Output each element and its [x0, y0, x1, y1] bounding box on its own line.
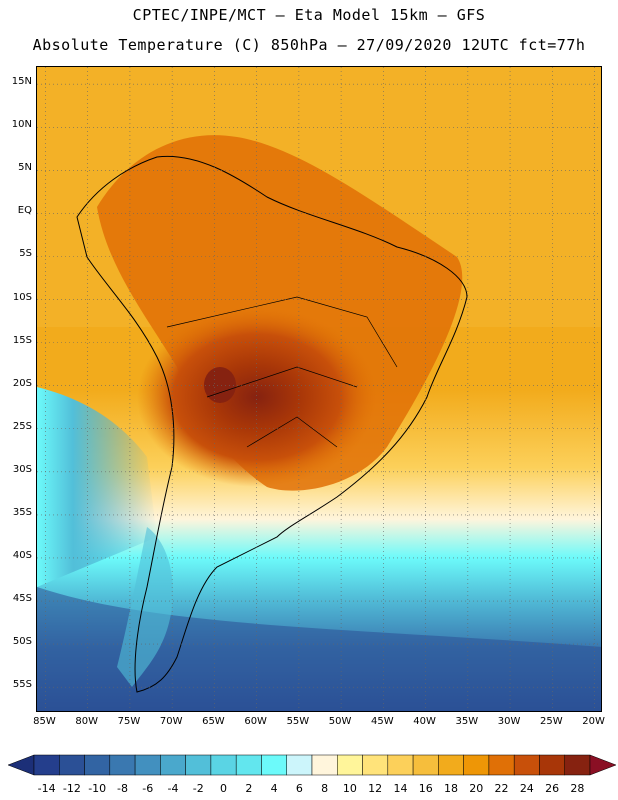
lat-label: 20S	[12, 377, 32, 389]
colorbar-swatch	[185, 754, 212, 776]
colorbar-swatch	[210, 754, 237, 776]
colorbar-label: -8	[116, 782, 128, 795]
colorbar-label: 8	[321, 782, 329, 795]
lat-label: EQ	[17, 205, 32, 217]
heat-maximum	[204, 367, 236, 403]
colorbar-label: 4	[270, 782, 278, 795]
colorbar-label: 2	[245, 782, 253, 795]
colorbar-label: -6	[142, 782, 154, 795]
lon-label: 80W	[75, 716, 98, 727]
colorbar-label: 28	[570, 782, 585, 795]
colorbar-label: 22	[494, 782, 509, 795]
colorbar-label: -4	[167, 782, 179, 795]
lon-label: 20W	[582, 716, 605, 727]
lon-label: 35W	[455, 716, 479, 727]
lon-label: 65W	[202, 716, 225, 727]
pacific-cold-band	[37, 387, 157, 587]
colorbar-label: -10	[88, 782, 107, 795]
lat-label: 5S	[19, 248, 32, 260]
temperature-map	[37, 67, 601, 711]
colorbar-label: 20	[469, 782, 484, 795]
colorbar-label: 14	[393, 782, 408, 795]
colorbar-label: -2	[192, 782, 204, 795]
patagonia-cold	[117, 527, 173, 687]
colorbar-swatch	[109, 754, 136, 776]
colorbar-swatch	[539, 754, 565, 776]
lat-label: 15S	[12, 334, 32, 346]
colorbar-swatch	[261, 754, 287, 776]
colorbar-label: 26	[545, 782, 560, 795]
colorbar-swatch	[134, 754, 161, 776]
colorbar-label: 24	[519, 782, 534, 795]
lat-label: 10S	[12, 291, 32, 303]
lon-label: 85W	[33, 716, 56, 727]
colorbar-swatch	[33, 754, 60, 776]
colorbar-label: 12	[368, 782, 383, 795]
colorbar-swatch	[311, 754, 338, 776]
map-title-line2: Absolute Temperature (C) 850hPa – 27/09/…	[32, 36, 586, 54]
lat-label: 30S	[12, 463, 32, 475]
lat-label: 25S	[12, 420, 32, 432]
colorbar-label: 18	[444, 782, 458, 795]
colorbar-swatch	[160, 754, 186, 776]
colorbar-label: 6	[295, 782, 303, 795]
colorbar-swatch	[513, 754, 540, 776]
heat-core	[137, 307, 377, 487]
colorbar-swatch	[362, 754, 389, 776]
colorbar-label: 10	[342, 782, 357, 795]
colorbar-swatch	[337, 754, 363, 776]
colorbar-swatch	[564, 754, 591, 776]
lat-label: 5N	[18, 162, 32, 174]
lat-label: 50S	[12, 636, 32, 648]
colorbar-swatch	[463, 754, 490, 776]
southern-cold-band	[37, 587, 601, 711]
lon-label: 25W	[540, 716, 563, 727]
coastline	[76, 155, 468, 693]
country-borders	[166, 296, 398, 448]
colorbar-label: 16	[418, 782, 433, 795]
colorbar-swatch	[235, 754, 262, 776]
map-title-line1: CPTEC/INPE/MCT – Eta Model 15km – GFS	[132, 6, 486, 24]
lon-label: 75W	[117, 716, 141, 727]
colorbar-label: -14	[37, 782, 56, 795]
colorbar-label: -12	[62, 782, 81, 795]
colorbar-high-arrow	[589, 754, 617, 776]
lon-label: 70W	[159, 716, 183, 727]
lat-label: 45S	[12, 593, 32, 605]
lat-label: 15N	[11, 76, 32, 88]
map-panel[interactable]	[36, 66, 602, 712]
colorbar-swatch	[286, 754, 313, 776]
lon-label: 50W	[328, 716, 352, 727]
lat-label: 55S	[12, 679, 32, 691]
lat-label: 40S	[12, 549, 32, 561]
lon-label: 60W	[244, 716, 267, 727]
lon-label: 40W	[413, 716, 436, 727]
colorbar-label: 0	[220, 782, 228, 795]
colorbar	[7, 754, 617, 776]
colorbar-swatch	[438, 754, 464, 776]
lon-label: 30W	[497, 716, 521, 727]
colorbar-swatch	[412, 754, 439, 776]
colorbar-swatch	[84, 754, 111, 776]
colorbar-swatch	[488, 754, 515, 776]
lat-label: 10N	[11, 119, 32, 131]
lon-label: 45W	[371, 716, 394, 727]
colorbar-swatch	[59, 754, 85, 776]
lon-label: 55W	[286, 716, 310, 727]
colorbar-swatch	[387, 754, 414, 776]
colorbar-low-arrow	[7, 754, 35, 776]
lat-label: 35S	[12, 506, 32, 518]
